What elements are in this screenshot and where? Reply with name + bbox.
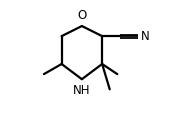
- Text: O: O: [77, 9, 86, 22]
- Text: NH: NH: [73, 84, 91, 97]
- Text: N: N: [141, 30, 149, 43]
